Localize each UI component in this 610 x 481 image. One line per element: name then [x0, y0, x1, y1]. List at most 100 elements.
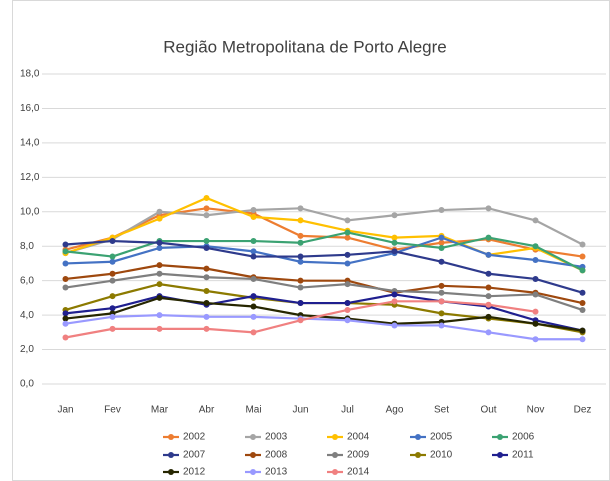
legend-marker — [415, 434, 421, 440]
data-point — [532, 336, 539, 343]
data-point — [297, 232, 304, 239]
data-point — [203, 288, 210, 294]
data-point — [203, 238, 210, 245]
data-point — [62, 334, 69, 341]
legend-marker — [250, 469, 256, 475]
data-point — [391, 298, 398, 305]
x-tick-label: Jul — [341, 405, 354, 416]
data-point — [203, 265, 210, 272]
x-tick-label: Jun — [292, 405, 308, 416]
legend-marker — [415, 452, 421, 458]
data-point — [250, 213, 257, 220]
data-point — [203, 244, 210, 251]
series-line — [65, 196, 583, 272]
series-line — [65, 207, 584, 255]
y-tick-label: 4,0 — [20, 310, 34, 321]
x-tick-label: Out — [480, 405, 496, 416]
data-point — [109, 293, 116, 300]
legend-label: 2007 — [183, 450, 206, 461]
data-point — [156, 270, 163, 277]
data-point — [438, 239, 445, 246]
data-point — [579, 306, 586, 313]
data-point — [297, 205, 304, 212]
data-point — [438, 310, 445, 317]
data-point — [485, 293, 492, 300]
y-tick-label: 0,0 — [20, 379, 34, 390]
data-point — [297, 253, 304, 260]
legend-marker — [168, 452, 174, 458]
data-point — [485, 205, 492, 212]
data-point — [485, 329, 492, 336]
data-point — [485, 301, 492, 308]
y-tick-label: 10,0 — [20, 206, 40, 217]
legend-marker — [332, 469, 338, 475]
data-point — [250, 248, 257, 255]
data-point — [156, 262, 163, 269]
data-point — [532, 320, 539, 327]
legend-marker — [497, 434, 503, 440]
data-point — [438, 282, 445, 289]
data-point — [156, 294, 163, 301]
data-point — [579, 336, 586, 343]
data-point — [109, 325, 116, 332]
data-point — [532, 217, 539, 224]
data-point — [250, 238, 257, 245]
legend-label: 2010 — [430, 450, 453, 461]
data-point — [62, 260, 69, 267]
data-point — [438, 298, 445, 305]
data-point — [579, 267, 586, 274]
legend-label: 2006 — [512, 432, 535, 443]
legend-marker — [497, 452, 503, 458]
data-point — [579, 253, 586, 260]
data-point — [297, 239, 304, 246]
legend-marker — [332, 452, 338, 458]
data-point — [250, 303, 257, 310]
data-point — [344, 229, 351, 236]
legend-label: 2008 — [265, 450, 288, 461]
data-point — [62, 315, 69, 322]
legend-marker — [250, 452, 256, 458]
data-point — [485, 251, 492, 258]
data-point — [532, 257, 539, 263]
data-point — [438, 234, 445, 241]
data-point — [203, 274, 210, 281]
data-point — [485, 284, 492, 291]
data-point — [156, 281, 163, 288]
data-point — [391, 239, 398, 246]
data-point — [62, 320, 69, 327]
legend-label: 2003 — [265, 432, 288, 443]
data-point — [109, 253, 116, 260]
data-point — [344, 300, 351, 307]
x-tick-label: Nov — [527, 405, 545, 416]
data-point — [156, 208, 163, 215]
chart-title: Região Metropolitana de Porto Alegre — [163, 37, 447, 56]
data-point — [344, 234, 351, 241]
x-tick-label: Set — [434, 405, 449, 416]
legend-marker — [168, 469, 174, 475]
data-point — [109, 305, 116, 312]
legend-label: 2013 — [265, 467, 288, 478]
data-point — [532, 243, 539, 250]
data-point — [62, 241, 69, 248]
data-point — [297, 300, 304, 307]
data-point — [62, 275, 69, 282]
data-point — [438, 289, 445, 296]
data-point — [344, 281, 351, 288]
data-point — [391, 291, 398, 298]
data-point — [250, 253, 257, 260]
series-line — [65, 264, 583, 305]
series-line — [65, 239, 583, 294]
data-point — [109, 258, 116, 265]
data-point — [485, 313, 492, 320]
x-tick-label: Jan — [57, 405, 73, 416]
data-point — [109, 313, 116, 320]
data-point — [485, 234, 492, 241]
series-line — [65, 236, 583, 268]
legend-label: 2009 — [347, 450, 370, 461]
data-point — [532, 308, 539, 315]
data-point — [297, 284, 304, 291]
data-point — [250, 313, 257, 320]
y-tick-label: 6,0 — [20, 275, 34, 286]
y-tick-label: 12,0 — [20, 172, 40, 183]
